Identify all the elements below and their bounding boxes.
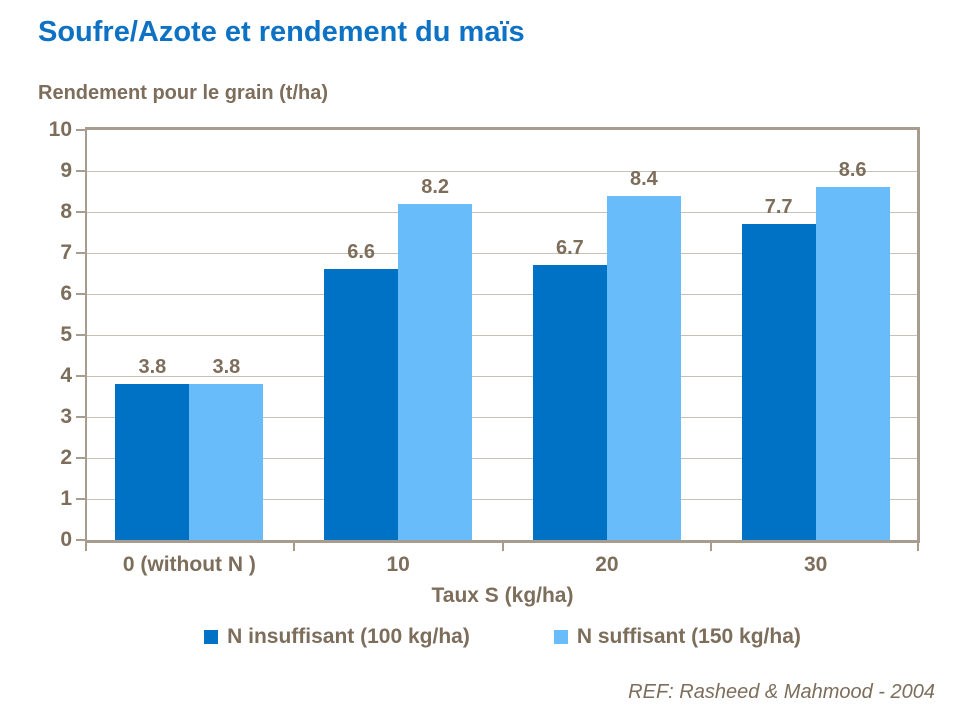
bar <box>324 269 399 540</box>
reference-text: REF: Rasheed & Mahmood - 2004 <box>628 681 935 703</box>
x-category-label: 10 <box>386 553 410 576</box>
bar <box>189 384 264 540</box>
bar-value-label: 8.4 <box>629 167 658 190</box>
gridline <box>85 171 920 172</box>
y-tick-label: 7 <box>60 241 72 264</box>
x-category-label: 0 (without N ) <box>122 553 256 576</box>
bar-value-label: 8.6 <box>838 159 867 182</box>
y-tick-label: 10 <box>48 118 72 141</box>
x-axis-tick <box>501 543 504 551</box>
bar-value-label: 3.8 <box>138 356 167 379</box>
x-axis-line <box>85 540 920 543</box>
y-axis-line <box>85 127 87 551</box>
y-tick-label: 9 <box>60 159 72 182</box>
y-axis-tick <box>76 211 85 213</box>
x-axis-tick <box>710 543 713 551</box>
y-tick-label: 2 <box>60 446 72 469</box>
bar <box>606 195 681 540</box>
y-axis-tick <box>76 539 85 541</box>
bar <box>115 384 190 540</box>
bar <box>815 187 890 540</box>
legend-label: N insuffisant (100 kg/ha) <box>227 625 470 648</box>
gridline <box>85 499 920 500</box>
y-axis-tick <box>76 375 85 377</box>
y-axis-tick <box>76 498 85 500</box>
page-title: Soufre/Azote et rendement du maïs <box>38 16 525 48</box>
bar-value-label: 3.8 <box>212 356 241 379</box>
bar <box>398 203 473 540</box>
bar <box>741 224 816 540</box>
y-axis-tick <box>76 252 85 254</box>
y-axis-tick <box>76 129 85 131</box>
legend-item: N suffisant (150 kg/ha) <box>553 625 801 649</box>
gridline <box>85 458 920 459</box>
x-category-label: 30 <box>803 553 828 576</box>
legend-marker-icon <box>204 630 219 644</box>
bar <box>532 265 607 540</box>
y-axis-tick <box>76 334 85 336</box>
y-tick-label: 5 <box>60 323 72 346</box>
y-axis-tick <box>76 170 85 172</box>
gridline <box>85 294 920 295</box>
y-tick-label: 6 <box>60 282 72 305</box>
bar-value-label: 7.7 <box>764 196 793 219</box>
legend-marker-icon <box>553 630 568 644</box>
legend-item: N insuffisant (100 kg/ha) <box>204 625 470 649</box>
y-tick-label: 0 <box>60 528 72 551</box>
x-category-label: 20 <box>595 553 619 576</box>
y-axis-tick <box>76 457 85 459</box>
plot-border-top <box>85 127 920 130</box>
gridline <box>85 335 920 336</box>
gridline <box>85 376 920 377</box>
gridline <box>85 417 920 418</box>
y-axis-title: Rendement pour le grain (t/ha) <box>38 82 329 104</box>
gridline <box>85 253 920 254</box>
x-axis-title: Taux S (kg/ha) <box>431 584 574 607</box>
bar-value-label: 6.7 <box>555 237 584 260</box>
bar-value-label: 6.6 <box>347 241 376 264</box>
bar-value-label: 8.2 <box>421 175 450 198</box>
legend: N insuffisant (100 kg/ha) N suffisant (15… <box>85 622 920 652</box>
y-tick-label: 8 <box>60 200 72 223</box>
legend-label: N suffisant (150 kg/ha) <box>576 625 801 648</box>
plot-border-right <box>917 127 920 543</box>
x-axis-tick <box>292 543 295 551</box>
y-axis-tick <box>76 293 85 295</box>
gridline <box>85 212 920 213</box>
plot-area: 0 1 2 3 4 5 6 7 8 9 10 3.8 3.8 6.6 8.2 6.7 8.4 7.7 8.6 <box>49 118 920 551</box>
y-tick-label: 4 <box>60 364 72 387</box>
y-tick-label: 1 <box>60 487 72 510</box>
y-tick-label: 3 <box>60 405 72 428</box>
y-axis-tick <box>76 416 85 418</box>
x-axis-tick <box>917 543 919 551</box>
